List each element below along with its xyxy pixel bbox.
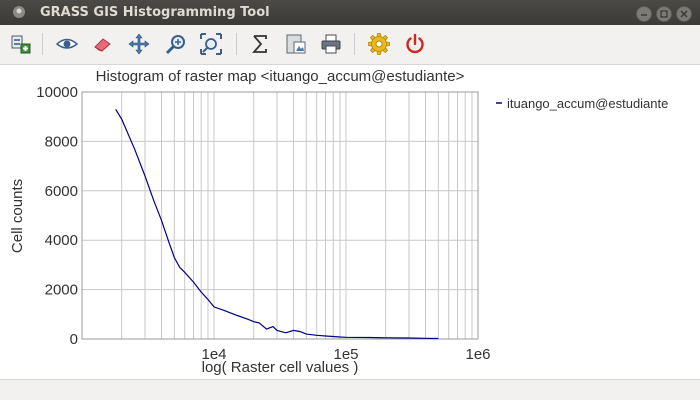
series-line: [115, 108, 439, 340]
grid-lines: [82, 91, 478, 340]
title-bar[interactable]: GRASS GIS Histogramming Tool: [0, 0, 700, 25]
y-axis: 0 2000 4000 6000 8000 10000: [36, 84, 78, 348]
x-axis: 1e4 1e5 1e6: [201, 346, 490, 363]
save-image-icon: [286, 34, 306, 54]
add-raster-icon: [11, 35, 31, 54]
y-tick-label: 8000: [45, 133, 78, 150]
y-tick-label: 2000: [45, 282, 78, 299]
gear-icon: [368, 33, 390, 55]
grass-logo-icon: [13, 6, 25, 18]
save-image-button[interactable]: [283, 31, 309, 57]
x-tick-label: 1e4: [201, 346, 226, 363]
power-icon: [406, 33, 424, 54]
pan-button[interactable]: [126, 31, 152, 57]
eye-icon: [55, 38, 79, 49]
histogram-plot[interactable]: Histogram of raster map <ituango_accum@e…: [0, 65, 700, 379]
chart-title: Histogram of raster map <ituango_accum@e…: [96, 68, 465, 85]
legend: ituango_accum@estudiante: [496, 96, 668, 111]
toolbar: [0, 25, 700, 65]
erase-display-button[interactable]: [90, 31, 116, 57]
status-bar: [0, 379, 700, 400]
toolbar-separator: [42, 33, 43, 55]
close-icon: [680, 10, 688, 18]
print-button[interactable]: [318, 31, 344, 57]
toolbar-separator: [354, 33, 355, 55]
y-tick-label: 10000: [36, 84, 78, 101]
statistics-button[interactable]: [247, 31, 273, 57]
x-axis-label: log( Raster cell values ): [202, 359, 359, 376]
zoom-extent-icon: [200, 33, 222, 55]
y-tick-label: 4000: [45, 232, 78, 249]
maximize-button[interactable]: [656, 6, 672, 22]
window-title: GRASS GIS Histogramming Tool: [40, 5, 270, 20]
quit-button[interactable]: [402, 31, 428, 57]
display-map-button[interactable]: [54, 31, 80, 57]
pan-arrows-icon: [128, 33, 150, 55]
add-raster-map-button[interactable]: [8, 31, 34, 57]
printer-icon: [321, 34, 341, 54]
settings-button[interactable]: [366, 31, 392, 57]
zoom-in-button[interactable]: [163, 31, 189, 57]
series-layer: [115, 108, 439, 340]
eraser-icon: [94, 38, 111, 52]
zoom-extent-button[interactable]: [198, 31, 224, 57]
histogram-chart: Histogram of raster map <ituango_accum@e…: [9, 68, 668, 376]
x-tick-label: 1e6: [465, 346, 490, 363]
maximize-icon: [660, 10, 668, 18]
plot-frame: [81, 91, 479, 340]
minimize-button[interactable]: [636, 6, 652, 22]
x-tick-label: 1e5: [333, 346, 358, 363]
toolbar-separator: [236, 33, 237, 55]
legend-entry: ituango_accum@estudiante: [507, 96, 668, 111]
y-tick-label: 0: [70, 331, 78, 348]
minimize-icon: [641, 14, 647, 16]
sigma-icon: [252, 35, 267, 53]
zoom-magnifier-icon: [165, 35, 185, 55]
y-axis-label: Cell counts: [9, 179, 26, 253]
y-tick-label: 6000: [45, 183, 78, 200]
close-button[interactable]: [676, 6, 692, 22]
